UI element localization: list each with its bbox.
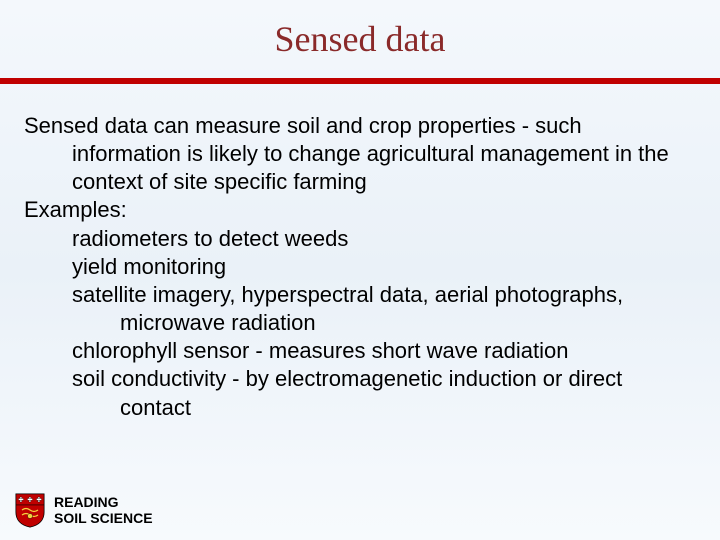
slide: Sensed data Sensed data can measure soil…	[0, 0, 720, 540]
footer-line2: SOIL SCIENCE	[54, 510, 153, 526]
footer: READING SOIL SCIENCE	[14, 492, 153, 528]
example-item: soil conductivity - by electromagenetic …	[24, 365, 696, 421]
crest-icon	[14, 492, 46, 528]
footer-text: READING SOIL SCIENCE	[54, 494, 153, 526]
title-area: Sensed data	[0, 0, 720, 72]
example-item: radiometers to detect weeds	[24, 225, 696, 253]
slide-body: Sensed data can measure soil and crop pr…	[0, 84, 720, 422]
example-item: yield monitoring	[24, 253, 696, 281]
footer-line1: READING	[54, 494, 153, 510]
examples-label: Examples:	[24, 196, 696, 224]
example-item: satellite imagery, hyperspectral data, a…	[24, 281, 696, 337]
intro-paragraph: Sensed data can measure soil and crop pr…	[24, 112, 696, 196]
example-item: chlorophyll sensor - measures short wave…	[24, 337, 696, 365]
slide-title: Sensed data	[0, 18, 720, 60]
